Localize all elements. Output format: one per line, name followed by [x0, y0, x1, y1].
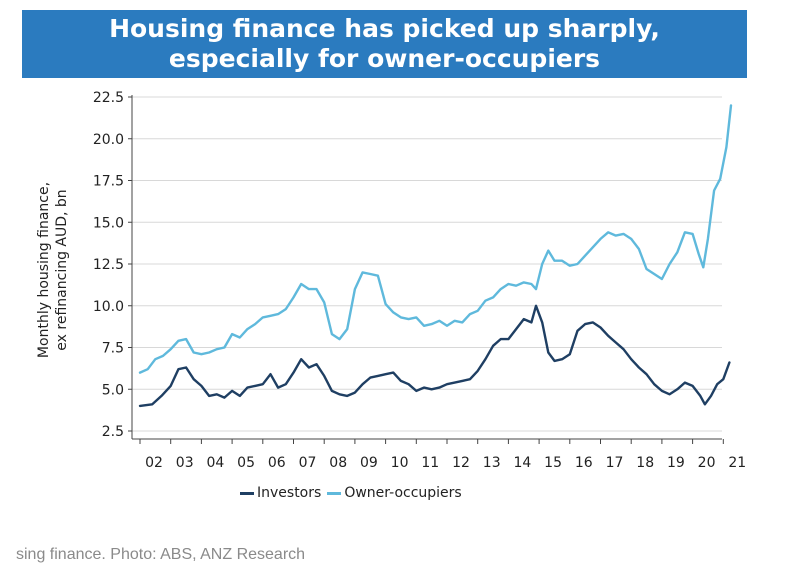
y-axis-title-line-2: ex refinancing AUD, bn — [54, 189, 70, 350]
x-tick-label: 03 — [176, 455, 194, 471]
x-tick-label: 07 — [299, 455, 317, 471]
chart-title-line-2: especially for owner-occupiers — [168, 44, 601, 73]
x-tick-label: 08 — [329, 455, 347, 471]
x-tick-label: 19 — [667, 455, 685, 471]
photo-caption: sing finance. Photo: ABS, ANZ Research — [16, 546, 306, 563]
y-tick-label: 12.5 — [93, 257, 124, 273]
legend-entry-investors: Investors — [240, 485, 321, 501]
x-tick-label: 05 — [237, 455, 255, 471]
x-tick-label: 04 — [206, 455, 224, 471]
title-banner: Housing finance has picked up sharply, e… — [22, 10, 747, 78]
legend-swatch-investors — [240, 491, 254, 495]
x-tick-label: 10 — [391, 455, 409, 471]
y-tick-label: 20.0 — [93, 132, 124, 148]
x-tick-label: 13 — [483, 455, 501, 471]
x-tick-label: 17 — [606, 455, 624, 471]
series-lines — [138, 104, 733, 408]
legend-label-owner-occupiers: Owner-occupiers — [344, 485, 462, 501]
y-tick-label: 7.5 — [102, 341, 124, 357]
x-tick-labels: 02 03 04 05 06 07 08 09 10 11 12 13 14 15 16 17 18 19 20 21 — [145, 455, 746, 471]
x-tick-label: 21 — [728, 455, 746, 471]
x-tick-label: 02 — [145, 455, 163, 471]
legend-entry-owner-occupiers: Owner-occupiers — [327, 485, 462, 501]
legend-swatch-owner-occupiers — [327, 491, 342, 495]
x-tick-label: 16 — [575, 455, 593, 471]
y-tick-label: 10.0 — [93, 299, 124, 315]
x-tick-label: 12 — [452, 455, 470, 471]
chart-title-line-1: Housing finance has picked up sharply, — [109, 14, 660, 43]
x-tick-label: 15 — [544, 455, 562, 471]
y-tick-label: 22.5 — [93, 90, 124, 106]
y-tick-label: 17.5 — [93, 174, 124, 190]
y-axis-title-line-1: Monthly housing finance, — [36, 182, 52, 358]
y-tick-label: 15.0 — [93, 215, 124, 231]
legend: Investors Owner-occupiers — [240, 482, 468, 504]
gridlines — [132, 96, 722, 432]
x-tick-label: 20 — [698, 455, 716, 471]
legend-label-investors: Investors — [257, 485, 322, 501]
series-line-investors — [138, 304, 731, 408]
x-tick-label: 14 — [513, 455, 531, 471]
x-tick-label: 06 — [268, 455, 286, 471]
y-tick-labels: 2.5 5.0 7.5 10.0 12.5 15.0 17.5 20.0 22.5 — [93, 90, 124, 440]
y-tick-label: 2.5 — [102, 424, 124, 440]
y-tick-label: 5.0 — [102, 382, 124, 398]
axes — [128, 95, 724, 444]
x-tick-label: 11 — [421, 455, 439, 471]
x-tick-label: 09 — [360, 455, 378, 471]
x-tick-label: 18 — [636, 455, 654, 471]
series-line-owner-occupiers — [138, 104, 733, 374]
